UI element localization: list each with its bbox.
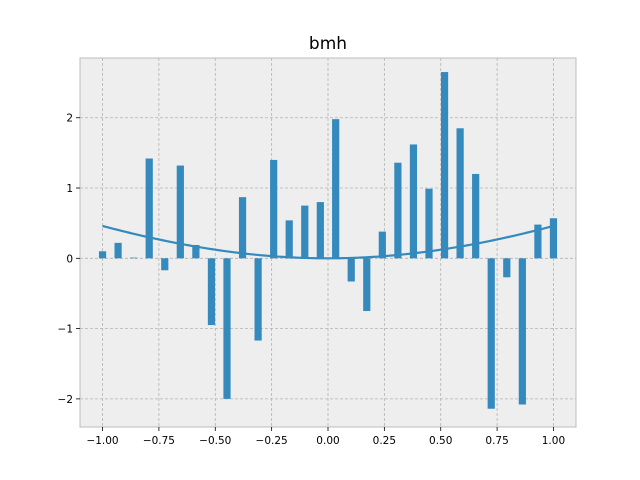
grid xyxy=(80,58,576,427)
y-axis-ticks: −2 −1 0 1 2 xyxy=(58,113,80,406)
x-tick-label: −0.50 xyxy=(199,435,231,447)
y-tick-label: −2 xyxy=(58,394,73,406)
y-tick-label: −1 xyxy=(58,324,73,336)
bar xyxy=(503,258,511,278)
bar xyxy=(238,197,247,259)
bar xyxy=(378,231,386,259)
bar xyxy=(409,144,418,259)
x-axis-ticks: −1.00 −0.75 −0.50 −0.25 0.00 0.25 0.50 0.75 1.00 xyxy=(86,427,565,447)
bar xyxy=(363,258,371,312)
bar xyxy=(456,128,464,259)
x-tick-label: 1.00 xyxy=(542,435,565,447)
x-tick-label: −1.00 xyxy=(86,435,118,447)
bar xyxy=(285,220,293,259)
bar xyxy=(254,258,262,341)
bar xyxy=(301,205,309,259)
x-tick-label: 0.00 xyxy=(316,435,339,447)
x-tick-label: 0.75 xyxy=(485,435,508,447)
y-tick-label: 2 xyxy=(66,113,73,125)
bar xyxy=(223,258,231,399)
bar xyxy=(425,188,433,259)
bar xyxy=(487,258,495,409)
x-tick-label: −0.25 xyxy=(256,435,288,447)
bar xyxy=(534,224,542,259)
chart-title: bmh xyxy=(309,34,347,54)
bar xyxy=(549,218,558,259)
bar xyxy=(270,159,278,259)
bar xyxy=(161,258,169,271)
y-tick-label: 1 xyxy=(66,183,73,195)
bar xyxy=(440,72,449,259)
y-tick-label: 0 xyxy=(66,253,73,265)
bar xyxy=(316,202,324,259)
bars xyxy=(98,72,558,409)
bar xyxy=(145,158,153,259)
bar xyxy=(114,242,122,259)
x-tick-label: −0.75 xyxy=(143,435,175,447)
bar xyxy=(518,258,526,405)
bar xyxy=(98,251,107,259)
bar xyxy=(207,258,216,326)
x-tick-label: 0.25 xyxy=(373,435,396,447)
bar xyxy=(192,244,200,259)
series-line xyxy=(102,224,554,260)
bar xyxy=(347,258,355,282)
bar xyxy=(130,257,138,259)
x-tick-label: 0.50 xyxy=(429,435,452,447)
bar xyxy=(472,173,480,259)
bar xyxy=(394,162,402,259)
bar xyxy=(332,119,340,259)
bar xyxy=(176,165,184,259)
